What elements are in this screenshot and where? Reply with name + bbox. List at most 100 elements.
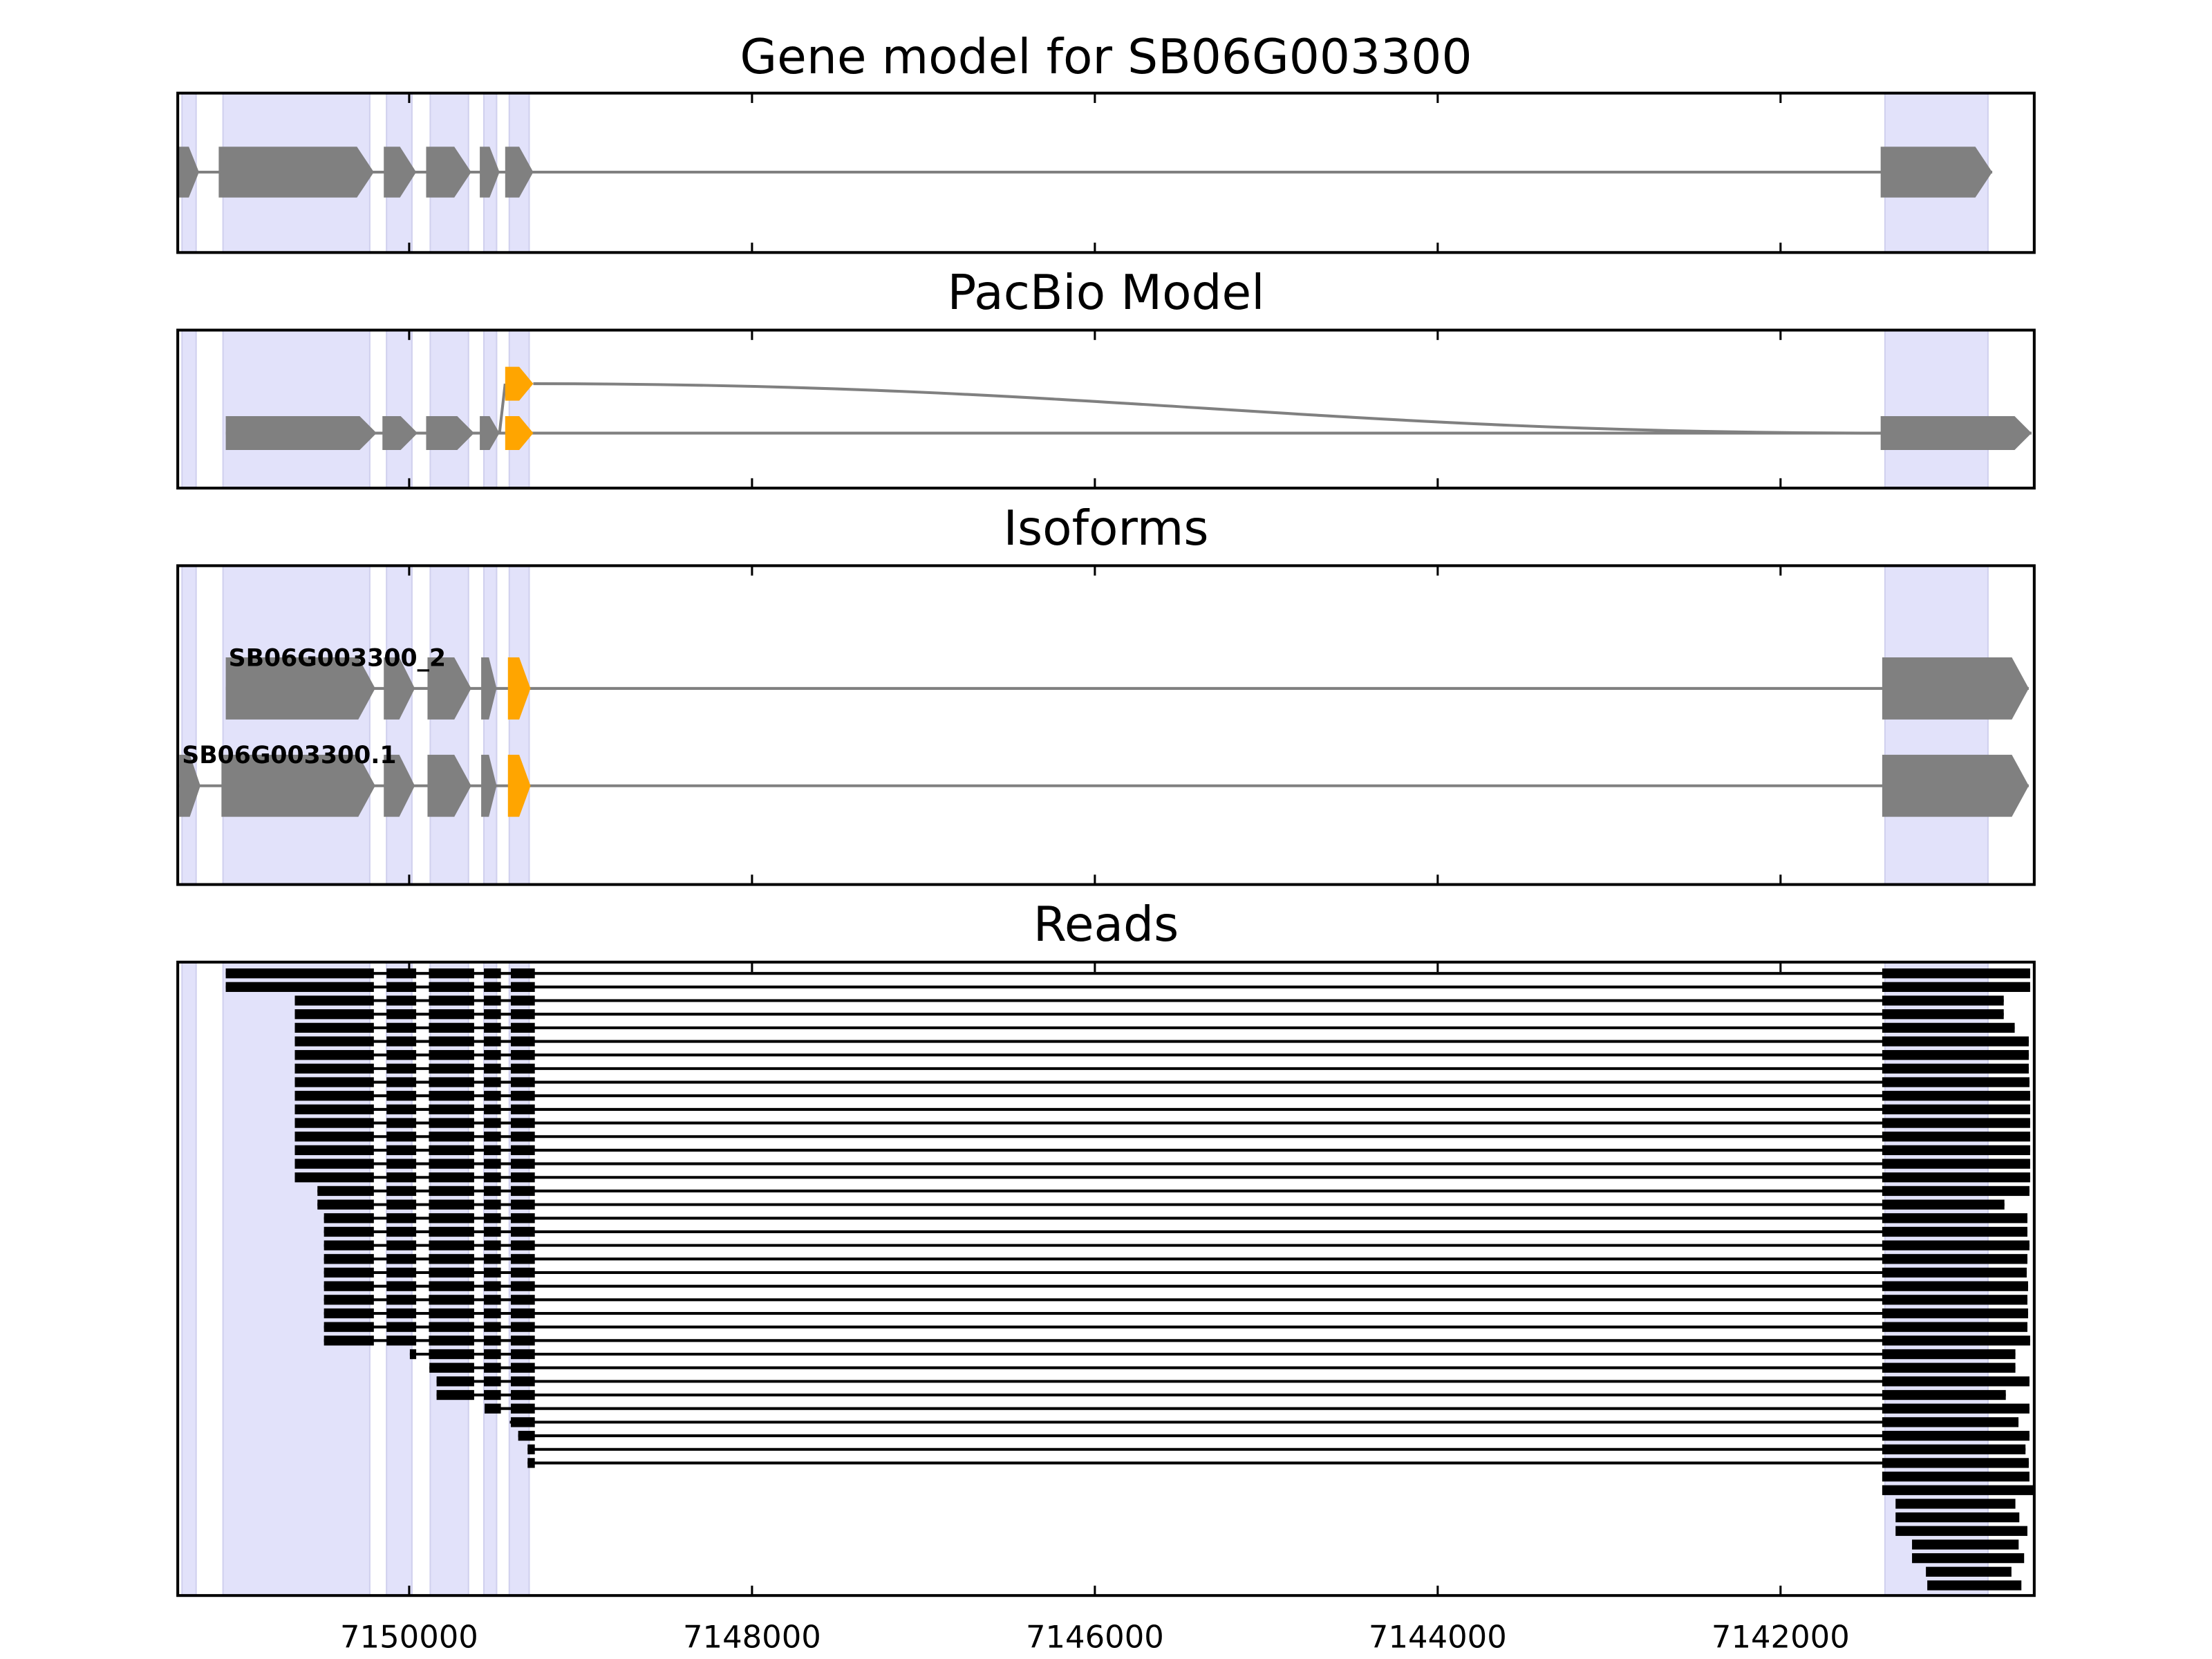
exon [384, 657, 415, 720]
read-block [386, 995, 417, 1006]
exon [481, 657, 497, 720]
read-block [1882, 968, 2030, 979]
read-block [429, 1267, 474, 1278]
read-block [484, 1118, 501, 1128]
read-block [1882, 1104, 2030, 1115]
read-block [484, 968, 501, 979]
read-block [429, 1213, 474, 1224]
read-block [484, 1172, 501, 1183]
exon [178, 147, 199, 198]
read-block [527, 1444, 535, 1454]
read-block [510, 1295, 535, 1305]
read-block [386, 1132, 417, 1142]
read-block [1882, 1322, 2027, 1332]
read-block [484, 1022, 501, 1033]
panel-title-isoforms: Isoforms [1004, 501, 1209, 556]
exon [179, 754, 200, 817]
read-block [1927, 1580, 2022, 1591]
read-block [429, 1159, 474, 1169]
read-block [386, 1145, 417, 1156]
panel-0 [178, 93, 1993, 253]
read-block [484, 1376, 501, 1387]
read-block [294, 1118, 374, 1128]
exon [480, 416, 500, 451]
read-block [386, 1009, 417, 1020]
read-block [429, 1050, 474, 1060]
read-block [510, 1213, 535, 1224]
read-block [484, 1036, 501, 1047]
exon [221, 754, 375, 817]
read-block [436, 1389, 474, 1400]
read-block [484, 1295, 501, 1305]
read-block [294, 1063, 374, 1074]
read-block [510, 968, 535, 979]
read-block [324, 1240, 374, 1250]
read-block [510, 1335, 535, 1346]
read-block [484, 1281, 501, 1291]
read-block [429, 1281, 474, 1291]
read-block [1882, 1213, 2027, 1224]
read-block [484, 1104, 501, 1115]
read-block [429, 1322, 474, 1332]
read-block [324, 1308, 374, 1319]
read-block [429, 1199, 474, 1210]
read-block [294, 1050, 374, 1060]
read-block [484, 1050, 501, 1060]
read-block [510, 1267, 535, 1278]
read-block [510, 1389, 535, 1400]
read-block [527, 1458, 535, 1468]
read-block [1882, 1199, 2005, 1210]
read-block [510, 1322, 535, 1332]
read-block [1882, 1295, 2027, 1305]
read-block [386, 968, 417, 979]
read-block [429, 1077, 474, 1087]
exon [225, 657, 375, 720]
read-block [510, 1185, 535, 1197]
shaded-exon-region [181, 565, 197, 885]
read-block [1882, 1430, 2030, 1441]
read-block [386, 1254, 417, 1264]
read-block [324, 1335, 374, 1346]
read-block [1882, 1403, 2030, 1414]
shaded-exon-region [1884, 565, 1989, 885]
read-block [429, 1022, 474, 1033]
read-block [386, 1226, 417, 1237]
panel-title-gene-model: Gene model for SB06G003300 [740, 30, 1472, 85]
read-block [294, 1077, 374, 1087]
read-block [1882, 1172, 2030, 1183]
read-block [294, 1036, 374, 1047]
read-block [510, 1091, 535, 1101]
read-block [484, 1091, 501, 1101]
read-block [510, 1063, 535, 1074]
shaded-exon-region [483, 565, 498, 885]
read-block [429, 1295, 474, 1305]
read-block [510, 1118, 535, 1128]
highlighted-exon [505, 366, 534, 401]
read-block [386, 982, 417, 992]
read-block [1882, 1118, 2030, 1128]
shaded-exon-region [386, 565, 413, 885]
shaded-exon-region [508, 565, 530, 885]
read-block [324, 1295, 374, 1305]
exon [382, 416, 418, 451]
read-block [510, 1132, 535, 1142]
read-block [1895, 1499, 2016, 1509]
exon [225, 416, 377, 451]
read-block [225, 968, 374, 979]
x-tick-label: 7142000 [1712, 1619, 1850, 1656]
read-block [294, 1009, 374, 1020]
read-block [1882, 995, 2004, 1006]
exon [480, 147, 500, 198]
read-block [510, 1376, 535, 1387]
x-tick-label: 7144000 [1369, 1619, 1507, 1656]
read-block [510, 1308, 535, 1319]
panel-1 [181, 330, 2032, 489]
read-block [510, 1172, 535, 1183]
read-block [429, 1308, 474, 1319]
read-block [1882, 1022, 2015, 1033]
read-block [510, 1362, 535, 1373]
read-block [294, 1132, 374, 1142]
read-block [1882, 1226, 2027, 1237]
x-tick-label: 7146000 [1026, 1619, 1164, 1656]
read-block [429, 1063, 474, 1074]
